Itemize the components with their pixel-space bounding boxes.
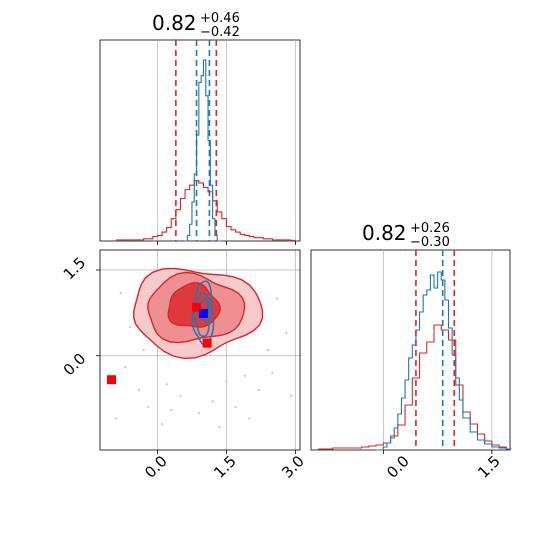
bottom-right-title-minus: −0.30	[410, 235, 450, 250]
marker-squares	[106, 302, 212, 385]
y-tick-label-1-5: 1.5	[60, 254, 90, 284]
top-left-title-minus: −0.42	[200, 25, 240, 40]
top-left-title-value: 0.82	[152, 11, 197, 35]
tl-blue-hist	[185, 59, 223, 242]
scatter-point	[234, 406, 237, 409]
scatter-point	[119, 291, 122, 294]
x-tick-label-0-0: 0.0	[141, 452, 171, 482]
br-x-tick-label-1-5: 1.5	[474, 452, 504, 482]
top-left-quantile-lines	[175, 40, 218, 241]
y-tick-label-0-0: 0.0	[60, 350, 90, 380]
bottom-right-title-plus: +0.26	[410, 221, 450, 236]
red-square-marker	[202, 338, 212, 348]
scatter-point	[266, 349, 269, 351]
bottom-right-grid	[383, 250, 493, 450]
bottom-right-hist-lines	[318, 271, 512, 451]
scatter-point	[115, 417, 118, 420]
scatter-point	[128, 326, 131, 329]
scatter-point	[161, 423, 164, 426]
scatter-point	[225, 380, 228, 383]
red-square-marker	[106, 375, 116, 385]
scatter-point	[165, 383, 168, 386]
scatter-point	[142, 349, 145, 351]
blue-contour-1	[193, 292, 211, 337]
br-red-hist	[318, 324, 512, 450]
top-left-panel-frame	[99, 39, 301, 242]
scatter-point	[243, 374, 246, 377]
scatter-point	[276, 297, 279, 300]
bottom-right-tick-marks	[382, 450, 493, 454]
scatter-point	[124, 366, 127, 369]
x-tick-label-1-5: 1.5	[210, 452, 240, 482]
bottom-left-tick-marks	[96, 269, 296, 454]
top-left-title: 0.82	[152, 11, 197, 35]
bottom-right-quantile-lines	[415, 250, 456, 450]
bottom-left-contour-panel: 1.5 0.0 0.0 1.5 3.0	[60, 249, 308, 482]
scatter-point	[197, 411, 200, 414]
scatter-point	[147, 406, 150, 409]
blue-square-marker	[198, 308, 208, 318]
top-left-histogram-panel: 0.82 +0.46 −0.42	[99, 11, 301, 245]
scatter-point	[289, 394, 292, 397]
bottom-right-title: 0.82	[362, 221, 407, 245]
x-tick-label-3-0: 3.0	[278, 452, 308, 482]
tl-red-hist	[116, 180, 296, 241]
bottom-left-panel-frame	[99, 249, 301, 451]
red-contours	[132, 267, 264, 360]
top-left-tick-marks	[157, 241, 296, 245]
bottom-left-scatter-points	[115, 291, 292, 429]
scatter-point	[248, 417, 251, 420]
top-left-title-plus: +0.46	[200, 11, 240, 26]
br-x-tick-label-0-0: 0.0	[383, 452, 413, 482]
scatter-point	[211, 400, 214, 403]
scatter-point	[257, 389, 260, 391]
bottom-right-histogram-panel: 0.82 +0.26 −0.30 0.0 1.5	[310, 221, 512, 482]
bottom-right-panel-frame	[310, 249, 511, 451]
scatter-point	[218, 426, 221, 429]
scatter-point	[271, 371, 274, 374]
scatter-point	[138, 389, 141, 391]
top-left-grid	[157, 40, 296, 241]
bottom-right-title-value: 0.82	[362, 221, 407, 245]
red-square-marker	[192, 302, 202, 312]
scatter-point	[285, 331, 288, 334]
scatter-point	[179, 394, 182, 397]
br-blue-hist	[376, 271, 512, 451]
top-left-hist-lines	[116, 59, 296, 242]
scatter-point	[170, 409, 173, 411]
